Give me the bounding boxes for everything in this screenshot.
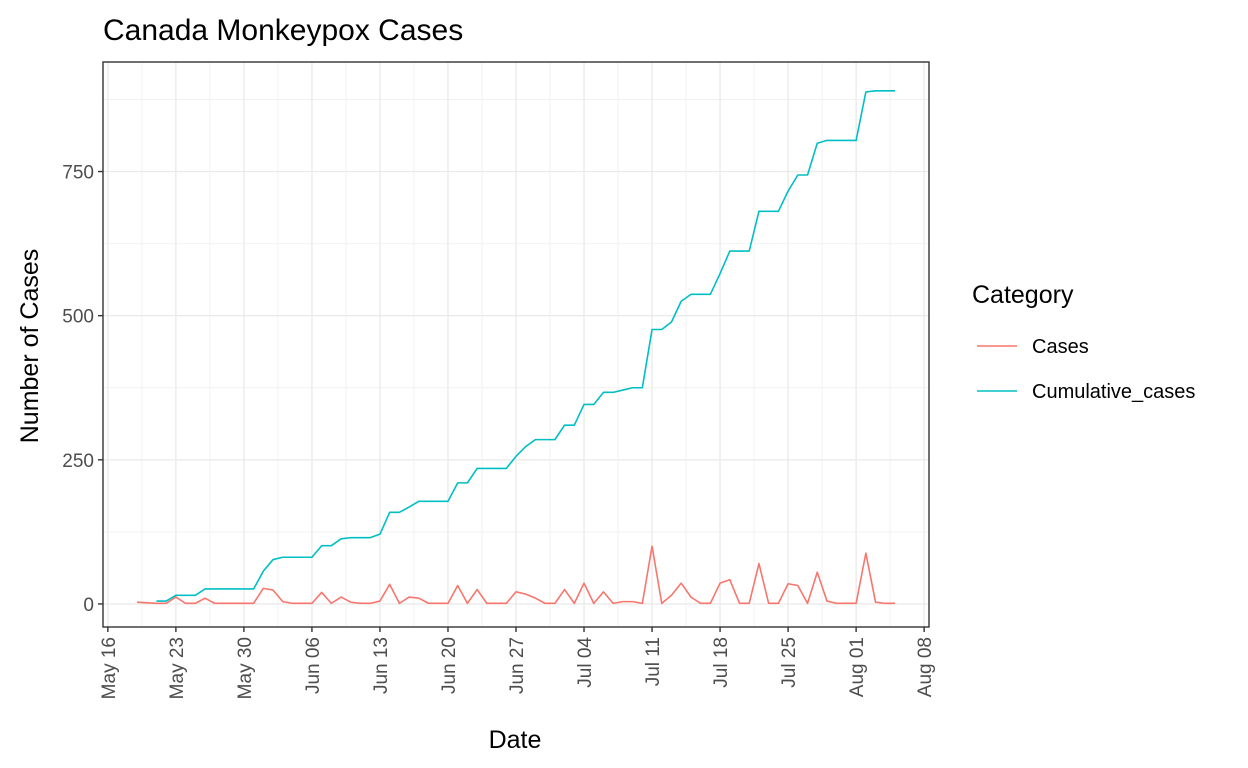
y-tick-label: 750 [62, 163, 94, 184]
x-axis-label: Date [489, 726, 542, 754]
x-tick-label: Jun 27 [507, 637, 528, 694]
y-tick-label: 0 [83, 595, 94, 616]
x-tick-label: Jul 25 [779, 637, 800, 688]
legend-label: Cases [1032, 336, 1089, 358]
chart-title: Canada Monkeypox Cases [103, 14, 463, 47]
x-tick-label: Jul 04 [575, 637, 596, 688]
x-tick-label: May 30 [235, 637, 256, 699]
x-tick-label: Jun 06 [303, 637, 324, 694]
x-tick-label: May 23 [167, 637, 188, 699]
series-line-cases [136, 545, 895, 605]
y-tick-label: 250 [62, 451, 94, 472]
x-tick-label: Aug 08 [915, 637, 936, 697]
legend-label: Cumulative_cases [1032, 381, 1195, 403]
legend-title: Category [972, 281, 1074, 309]
x-tick-label: May 16 [99, 637, 120, 699]
series-line-cumulative-cases [156, 90, 895, 602]
plot-panel: 0 250 500 750 May 16 May 23 May 30 Jun 06 Jun 13… [62, 61, 936, 699]
x-tick-label: Jun 13 [371, 637, 392, 694]
x-tick-label: Jul 11 [643, 637, 664, 686]
x-tick-label: Jul 18 [711, 637, 732, 688]
x-tick-label: Aug 01 [847, 637, 868, 697]
y-axis-label: Number of Cases [16, 249, 44, 444]
legend: Category Cases Cumulative_cases [972, 281, 1195, 403]
y-tick-label: 500 [62, 307, 94, 328]
x-tick-label: Jun 20 [439, 637, 460, 694]
